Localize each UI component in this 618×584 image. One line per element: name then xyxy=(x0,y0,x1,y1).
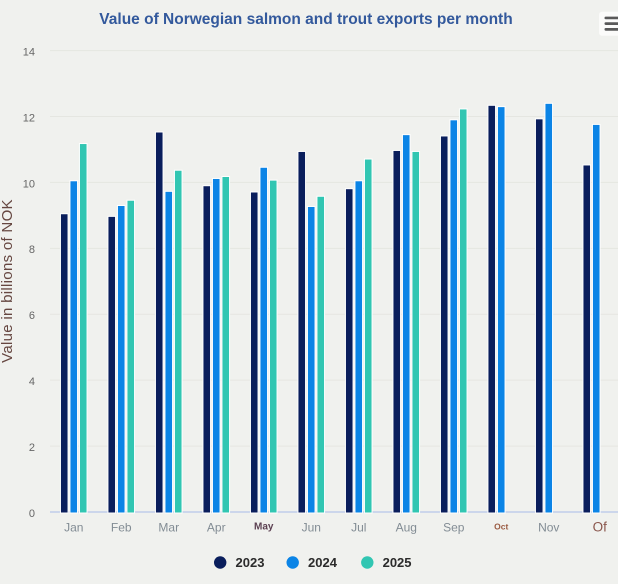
svg-text:2023: 2023 xyxy=(236,555,265,570)
svg-text:May: May xyxy=(254,522,274,533)
svg-text:2025: 2025 xyxy=(383,555,412,570)
svg-text:12: 12 xyxy=(23,112,35,124)
svg-text:Value in billions of NOK: Value in billions of NOK xyxy=(0,199,16,363)
svg-text:2024: 2024 xyxy=(308,555,338,570)
svg-text:Jul: Jul xyxy=(351,521,366,535)
svg-text:Of: Of xyxy=(593,520,608,535)
svg-text:10: 10 xyxy=(23,178,35,190)
svg-text:2: 2 xyxy=(29,442,35,454)
svg-text:Value of Norwegian salmon and: Value of Norwegian salmon and trout expo… xyxy=(99,11,512,28)
svg-text:Jan: Jan xyxy=(64,521,83,535)
svg-text:14: 14 xyxy=(23,47,35,59)
svg-text:Sep: Sep xyxy=(443,521,465,535)
svg-text:8: 8 xyxy=(29,244,35,256)
svg-text:4: 4 xyxy=(29,376,35,388)
svg-text:Nov: Nov xyxy=(538,521,559,535)
svg-text:Mar: Mar xyxy=(158,521,179,535)
svg-text:0: 0 xyxy=(29,508,35,520)
svg-text:Apr: Apr xyxy=(207,521,226,535)
svg-text:Feb: Feb xyxy=(111,521,132,535)
svg-text:Oct: Oct xyxy=(494,522,508,532)
svg-text:Jun: Jun xyxy=(302,521,321,535)
svg-text:Aug: Aug xyxy=(396,521,417,535)
svg-text:6: 6 xyxy=(29,310,35,322)
